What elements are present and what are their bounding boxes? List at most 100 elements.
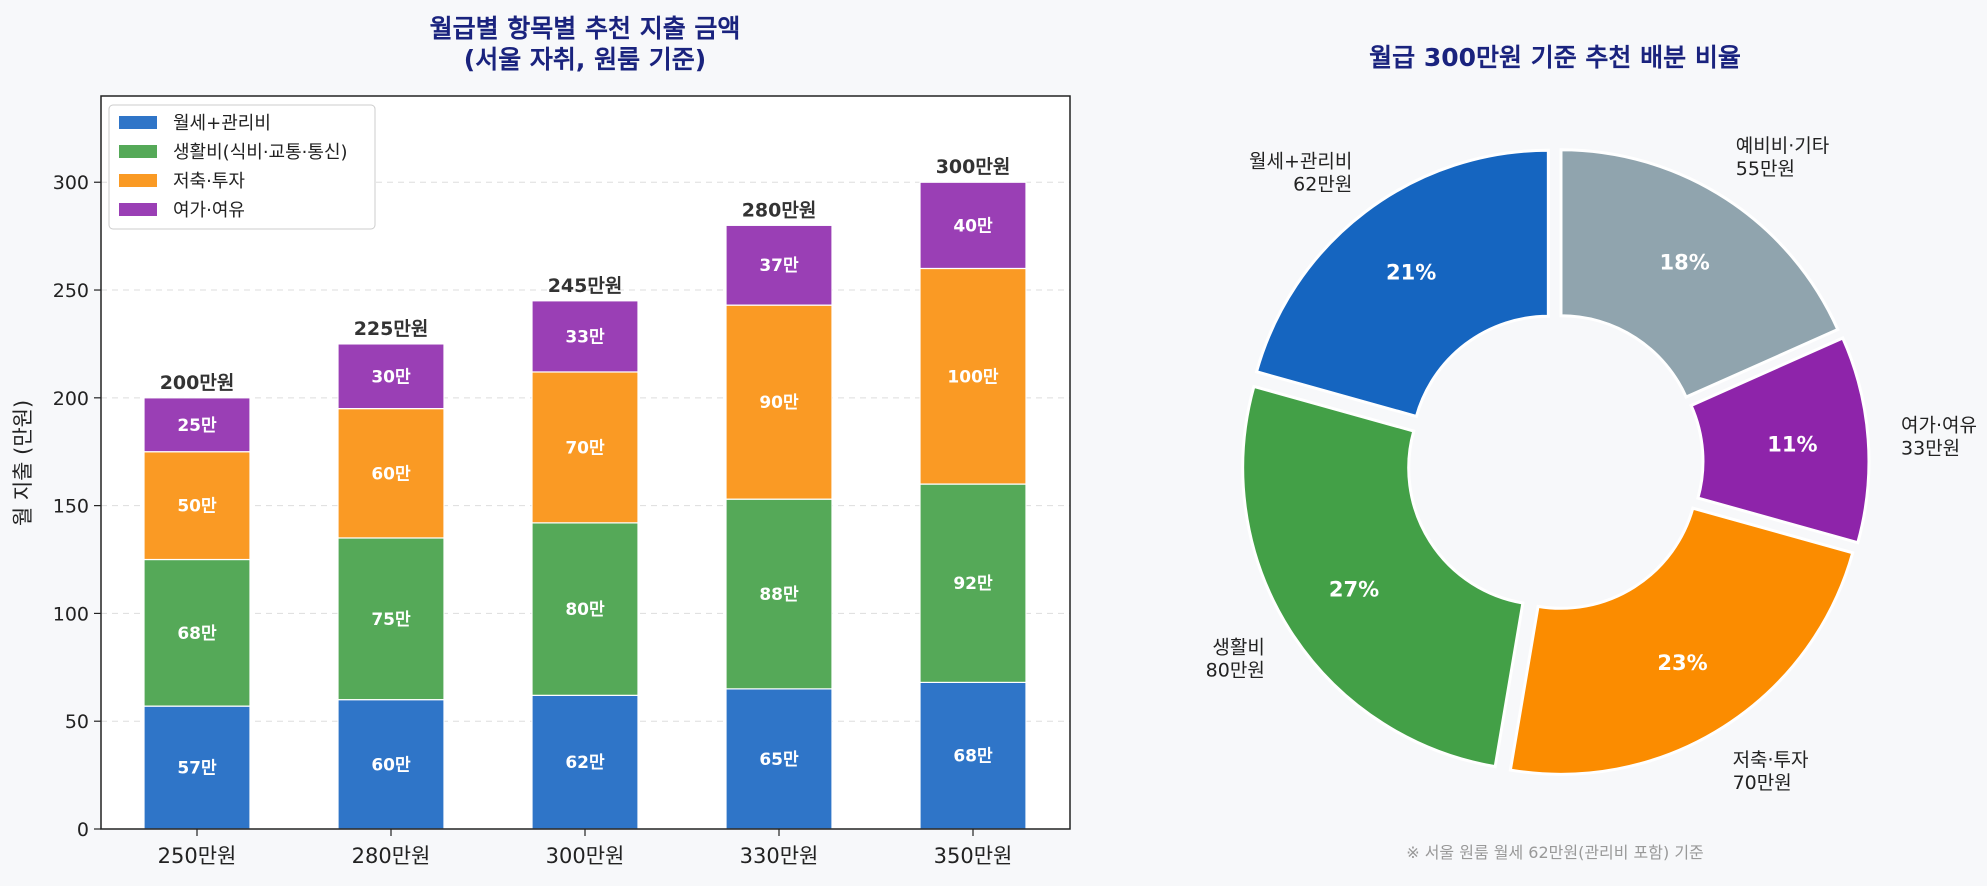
x-axis: 250만원 280만원 300만원 330만원 350만원 xyxy=(158,829,1013,868)
bar-segment-label: 40만 xyxy=(953,216,993,236)
donut-slice xyxy=(1559,148,1840,400)
bar-segment xyxy=(725,224,833,306)
bar-segment-label: 25만 xyxy=(177,416,217,436)
legend-label: 월세+관리비 xyxy=(173,113,271,134)
bar-segment xyxy=(919,267,1027,485)
bar-segment-label: 37만 xyxy=(759,256,799,276)
bar-chart: 월급별 항목별 추천 지출 금액 (서울 자취, 원룸 기준) 57만 68만 50… xyxy=(11,14,1071,868)
legend-swatch xyxy=(119,116,157,129)
y-tick-label: 200 xyxy=(53,388,89,410)
footnote: ※ 서울 원룸 월세 62만원(관리비 포함) 기준 xyxy=(1406,843,1704,862)
bar-total-label: 245만원 xyxy=(548,275,623,297)
bar-segment xyxy=(531,522,639,696)
bar-segment-label: 62만 xyxy=(565,753,605,773)
bar-segment xyxy=(143,558,251,707)
bar-chart-subtitle: (서울 자취, 원룸 기준) xyxy=(464,45,706,74)
bar-segment-label: 65만 xyxy=(759,750,799,770)
donut-category-amount: 55만원 xyxy=(1736,158,1795,180)
bar-segment xyxy=(919,483,1027,684)
y-tick-label: 50 xyxy=(65,711,89,733)
donut-category-label: 생활비 80만원 xyxy=(1206,637,1265,682)
donut-slice xyxy=(1241,384,1525,769)
bar-segment-label: 80만 xyxy=(565,600,605,620)
bar-segment xyxy=(337,537,445,701)
bar-segment xyxy=(531,694,639,830)
donut-chart: 월급 300만원 기준 추천 배분 비율 21% 27% 23% 11% 18% 월세+… xyxy=(1206,43,1977,862)
bar-segment xyxy=(919,181,1027,270)
donut-category-amount: 33만원 xyxy=(1901,437,1960,459)
x-tick-label: 300만원 xyxy=(546,844,625,868)
bar-segment-label: 33만 xyxy=(565,327,605,347)
bar-segment-label: 92만 xyxy=(953,574,993,594)
legend-label: 여가·여유 xyxy=(173,200,245,221)
donut-percent-label: 18% xyxy=(1659,250,1709,274)
bar-segment-label: 70만 xyxy=(565,438,605,458)
y-axis-label: 월 지출 (만원) xyxy=(11,400,35,526)
bar-segment xyxy=(919,681,1027,830)
bar-segment-label: 88만 xyxy=(759,585,799,605)
bar-segment-label: 57만 xyxy=(177,759,217,779)
bar-total-label: 225만원 xyxy=(354,318,429,340)
donut-category-amount: 80만원 xyxy=(1206,660,1265,682)
bar-segment-label: 68만 xyxy=(953,747,993,767)
donut-percent-label: 21% xyxy=(1386,260,1436,284)
bar-segment-labels: 57만 68만 50만 25만 60만 75만 60만 30만 62만 80만 70만 33만 65만 8… xyxy=(177,216,999,778)
bar-series-group xyxy=(143,181,1027,830)
bar-segment-label: 90만 xyxy=(759,393,799,413)
y-tick-label: 100 xyxy=(53,603,89,625)
bar-segment xyxy=(531,371,639,524)
y-tick-label: 150 xyxy=(53,496,89,518)
y-tick-label: 0 xyxy=(77,819,89,841)
donut-category-label: 예비비·기타 55만원 xyxy=(1736,135,1829,180)
donut-slices: 21% 27% 23% 11% 18% xyxy=(1241,148,1871,776)
donut-percent-label: 27% xyxy=(1329,578,1379,602)
donut-slice xyxy=(1254,148,1550,419)
donut-category-name: 예비비·기타 xyxy=(1736,135,1829,157)
y-axis: 0 50 100 150 200 250 300 xyxy=(53,172,101,841)
x-tick-label: 250만원 xyxy=(158,844,237,868)
legend-label: 생활비(식비·교통·통신) xyxy=(173,142,348,163)
donut-category-amount: 70만원 xyxy=(1733,772,1792,794)
bar-total-label: 200만원 xyxy=(160,372,235,394)
bar-segment-label: 60만 xyxy=(371,464,411,484)
bar-segment-label: 60만 xyxy=(371,755,411,775)
bar-segment xyxy=(725,304,833,500)
bar-segment xyxy=(337,699,445,830)
donut-category-label: 저축·투자 70만원 xyxy=(1733,749,1809,794)
bar-segment-label: 30만 xyxy=(371,367,411,387)
donut-slice xyxy=(1689,335,1871,545)
bar-segment-label: 75만 xyxy=(371,610,411,630)
bar-segment xyxy=(725,498,833,690)
bar-total-label: 280만원 xyxy=(742,199,817,221)
bar-segment-label: 50만 xyxy=(177,497,217,517)
bar-segment-label: 68만 xyxy=(177,624,217,644)
bar-total-label: 300만원 xyxy=(936,156,1011,178)
bar-segment xyxy=(143,397,251,453)
bar-total-labels: 200만원 225만원 245만원 280만원 300만원 xyxy=(160,156,1011,394)
donut-slice xyxy=(1508,506,1855,776)
donut-category-amount: 62만원 xyxy=(1293,173,1352,195)
legend-label: 저축·투자 xyxy=(173,171,245,192)
y-tick-label: 300 xyxy=(53,172,89,194)
donut-chart-title: 월급 300만원 기준 추천 배분 비율 xyxy=(1369,43,1741,72)
donut-category-label: 여가·여유 33만원 xyxy=(1901,414,1977,459)
legend-box xyxy=(108,104,376,230)
bar-chart-title: 월급별 항목별 추천 지출 금액 xyxy=(430,14,741,43)
bar-segment xyxy=(725,688,833,830)
bar-segment xyxy=(531,300,639,373)
bar-segment xyxy=(337,408,445,539)
x-tick-label: 350만원 xyxy=(934,844,1013,868)
donut-category-name: 월세+관리비 xyxy=(1249,150,1352,172)
legend-swatch xyxy=(119,174,157,187)
donut-category-label: 월세+관리비 62만원 xyxy=(1249,150,1352,195)
legend-swatch xyxy=(119,145,157,158)
donut-category-name: 저축·투자 xyxy=(1733,749,1809,771)
bar-segment xyxy=(143,451,251,561)
donut-percent-label: 11% xyxy=(1767,433,1817,457)
bar-segment xyxy=(337,343,445,410)
donut-percent-label: 23% xyxy=(1657,651,1707,675)
